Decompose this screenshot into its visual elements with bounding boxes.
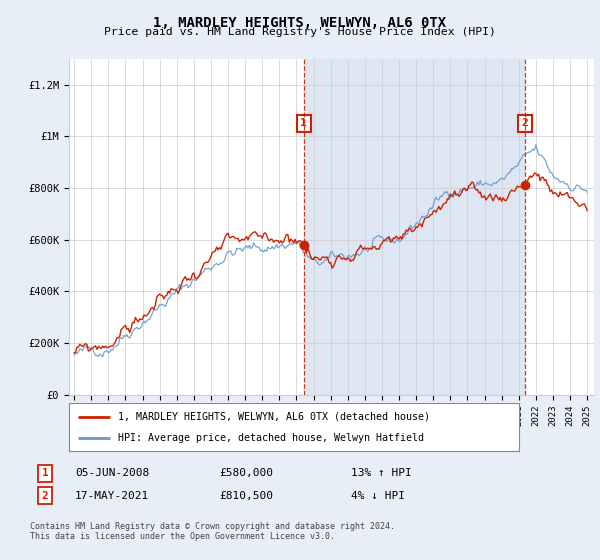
Text: Price paid vs. HM Land Registry's House Price Index (HPI): Price paid vs. HM Land Registry's House … xyxy=(104,27,496,37)
Text: 1, MARDLEY HEIGHTS, WELWYN, AL6 0TX (detached house): 1, MARDLEY HEIGHTS, WELWYN, AL6 0TX (det… xyxy=(119,412,431,422)
Text: Contains HM Land Registry data © Crown copyright and database right 2024.
This d: Contains HM Land Registry data © Crown c… xyxy=(30,522,395,542)
Text: HPI: Average price, detached house, Welwyn Hatfield: HPI: Average price, detached house, Welw… xyxy=(119,433,425,444)
Text: £580,000: £580,000 xyxy=(219,468,273,478)
Text: 13% ↑ HPI: 13% ↑ HPI xyxy=(351,468,412,478)
Text: 4% ↓ HPI: 4% ↓ HPI xyxy=(351,491,405,501)
Text: 17-MAY-2021: 17-MAY-2021 xyxy=(75,491,149,501)
Text: 1, MARDLEY HEIGHTS, WELWYN, AL6 0TX: 1, MARDLEY HEIGHTS, WELWYN, AL6 0TX xyxy=(154,16,446,30)
Text: 1: 1 xyxy=(41,468,49,478)
Text: 1: 1 xyxy=(301,118,307,128)
Text: 05-JUN-2008: 05-JUN-2008 xyxy=(75,468,149,478)
Text: 2: 2 xyxy=(522,118,529,128)
Text: £810,500: £810,500 xyxy=(219,491,273,501)
Bar xyxy=(304,59,525,395)
Text: 2: 2 xyxy=(41,491,49,501)
